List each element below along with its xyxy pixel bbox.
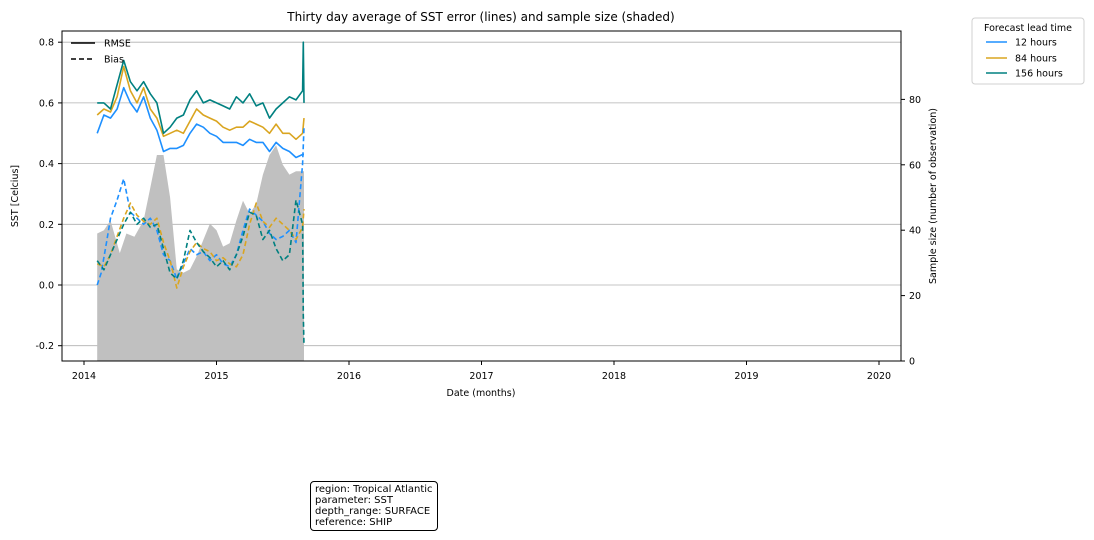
y-right-tick-label: 20 — [909, 291, 921, 302]
y-tick-label: 0.4 — [39, 159, 54, 170]
series-rmse-156-hours — [97, 41, 305, 135]
series-rmse-84-hours — [96, 65, 305, 141]
y-tick-label: 0.8 — [39, 38, 54, 49]
series-bias-84-hours — [96, 202, 305, 289]
x-tick-label: 2015 — [204, 371, 228, 382]
chart-title: Thirty day average of SST error (lines) … — [286, 10, 674, 24]
color-legend-title: Forecast lead time — [984, 23, 1072, 34]
color-legend-156h-label: 156 hours — [1015, 69, 1063, 80]
style-legend-bias-label: Bias — [104, 55, 124, 66]
x-axis: 2014 2015 2016 2017 2018 2019 2020 — [72, 361, 891, 382]
x-tick-label: 2019 — [734, 371, 758, 382]
x-tick-label: 2017 — [469, 371, 493, 382]
x-tick-label: 2014 — [72, 371, 96, 382]
y-right-tick-label: 40 — [909, 226, 921, 237]
y-tick-label: 0.0 — [39, 281, 54, 292]
y-axis-left: -0.2 0.0 0.2 0.4 0.6 0.8 — [35, 38, 62, 352]
series-bias-156-hours — [96, 199, 305, 346]
y-axis-right-label: Sample size (number of observation) — [928, 108, 939, 284]
x-tick-label: 2020 — [867, 371, 891, 382]
y-axis-right: 0 20 40 60 80 — [901, 95, 921, 368]
style-legend: RMSE Bias — [71, 39, 131, 66]
color-legend-frame — [971, 17, 1085, 85]
color-legend-84h-label: 84 hours — [1015, 54, 1057, 65]
info-region: region: Tropical Atlantic — [315, 484, 433, 495]
series-bias-12-hours — [96, 127, 305, 286]
x-axis-label: Date (months) — [447, 388, 516, 399]
info-box: region: Tropical Atlantic parameter: SST… — [310, 481, 438, 531]
series-rmse-12-hours — [96, 86, 304, 159]
y-right-tick-label: 0 — [909, 357, 915, 368]
y-right-tick-label: 60 — [909, 160, 921, 171]
x-tick-label: 2016 — [337, 371, 361, 382]
info-parameter: parameter: SST — [315, 495, 393, 506]
info-depth-range: depth_range: SURFACE — [315, 506, 431, 517]
x-tick-label: 2018 — [602, 371, 626, 382]
y-axis-label: SST [Celcius] — [10, 165, 21, 227]
color-legend-12h-label: 12 hours — [1015, 38, 1057, 49]
y-tick-label: -0.2 — [35, 341, 54, 352]
series-lines — [96, 41, 305, 346]
color-legend: Forecast lead time 12 hours 84 hours 156… — [971, 17, 1085, 85]
y-right-tick-label: 80 — [909, 95, 921, 106]
info-reference: reference: SHIP — [315, 517, 393, 528]
style-legend-rmse-label: RMSE — [104, 39, 131, 50]
y-tick-label: 0.2 — [39, 220, 54, 231]
y-tick-label: 0.6 — [39, 98, 54, 109]
